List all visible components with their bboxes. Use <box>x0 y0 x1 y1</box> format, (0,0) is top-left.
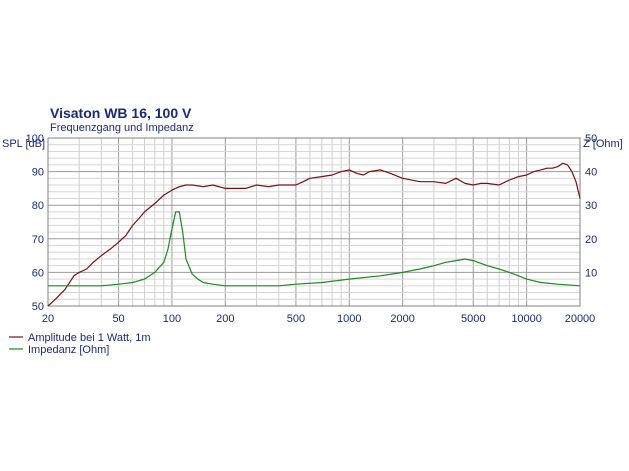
x-tick-label: 100 <box>163 313 181 325</box>
x-tick-label: 5000 <box>461 313 485 325</box>
chart-title: Visaton WB 16, 100 V <box>50 105 192 121</box>
y-left-tick-label: 100 <box>26 133 44 145</box>
legend-label: Impedanz [Ohm] <box>28 344 109 356</box>
legend-label: Amplitude bei 1 Watt, 1m <box>28 332 150 344</box>
series-layer <box>47 162 581 307</box>
x-tick-label: 10000 <box>511 313 542 325</box>
y-right-tick-label: 20 <box>585 234 597 246</box>
plot-area-frame <box>47 137 581 307</box>
y-right-tick-label: 50 <box>585 133 597 145</box>
y-axis-right-ticks: 10 20 30 40 50 <box>585 133 597 279</box>
series-line-impedance <box>48 211 581 287</box>
y-right-tick-label: 10 <box>585 267 597 279</box>
x-tick-label: 1000 <box>337 313 361 325</box>
y-left-tick-label: 60 <box>32 267 44 279</box>
x-tick-label: 20000 <box>565 313 596 325</box>
x-axis-ticks: 20 50 100 200 500 1000 2000 5000 10000 20000 <box>42 313 595 325</box>
y-left-tick-label: 70 <box>32 234 44 246</box>
x-tick-label: 20 <box>42 313 54 325</box>
chart-subtitle: Frequenzgang und Impedanz <box>50 122 194 134</box>
y-left-tick-label: 90 <box>32 167 44 179</box>
x-tick-label: 50 <box>112 313 124 325</box>
y-right-tick-label: 30 <box>585 200 597 212</box>
series-line-amplitude <box>47 162 581 307</box>
y-axis-right-label: Z [Ohm] <box>583 138 623 150</box>
y-right-tick-label: 40 <box>585 167 597 179</box>
x-tick-label: 500 <box>287 313 305 325</box>
grid-lines <box>47 137 581 307</box>
x-tick-label: 2000 <box>390 313 414 325</box>
y-axis-left-label: SPL [dB] <box>2 138 45 150</box>
y-axis-left-ticks: 50 60 70 80 90 100 <box>26 133 44 313</box>
y-left-tick-label: 50 <box>32 301 44 313</box>
y-left-tick-label: 80 <box>32 200 44 212</box>
x-tick-label: 200 <box>216 313 234 325</box>
